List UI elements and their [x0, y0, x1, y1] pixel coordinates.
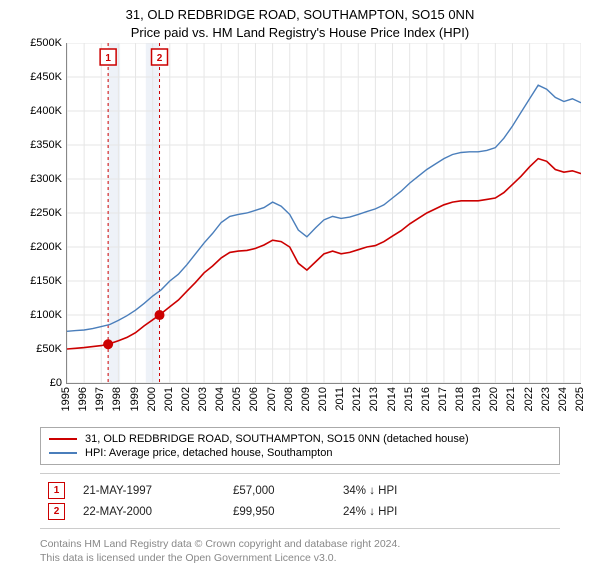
marker-price: £99,950: [233, 506, 343, 518]
marker-date: 21-MAY-1997: [83, 485, 233, 497]
x-tick-label: 2025: [574, 387, 586, 411]
x-tick-label: 2014: [386, 387, 398, 411]
x-tick-label: 2010: [317, 387, 329, 411]
y-tick-label: £500K: [30, 37, 62, 49]
x-tick-label: 1997: [94, 387, 106, 411]
title-block: 31, OLD REDBRIDGE ROAD, SOUTHAMPTON, SO1…: [0, 0, 600, 43]
y-tick-label: £300K: [30, 173, 62, 185]
legend-row: 31, OLD REDBRIDGE ROAD, SOUTHAMPTON, SO1…: [49, 432, 551, 446]
marker-row: 2 22-MAY-2000£99,95024% ↓ HPI: [48, 501, 552, 522]
legend-label: HPI: Average price, detached house, Sout…: [85, 447, 332, 459]
x-tick-label: 2012: [351, 387, 363, 411]
x-tick-label: 2013: [368, 387, 380, 411]
y-axis: £0£50K£100K£150K£200K£250K£300K£350K£400…: [20, 43, 66, 383]
marker-row: 1 21-MAY-1997£57,00034% ↓ HPI: [48, 480, 552, 501]
x-tick-label: 2024: [557, 387, 569, 411]
marker-badge: 1: [48, 482, 65, 499]
y-tick-label: £150K: [30, 275, 62, 287]
marker-badge: 2: [48, 503, 65, 520]
legend-swatch: [49, 438, 77, 440]
svg-text:1: 1: [105, 53, 111, 64]
x-tick-label: 2020: [488, 387, 500, 411]
footer-line-1: Contains HM Land Registry data © Crown c…: [40, 537, 560, 551]
x-axis: 1995199619971998199920002001200220032004…: [66, 385, 580, 423]
legend-row: HPI: Average price, detached house, Sout…: [49, 446, 551, 460]
x-tick-label: 1996: [77, 387, 89, 411]
footer-line-2: This data is licensed under the Open Gov…: [40, 551, 560, 565]
x-tick-label: 1998: [111, 387, 123, 411]
title-line-1: 31, OLD REDBRIDGE ROAD, SOUTHAMPTON, SO1…: [0, 6, 600, 24]
svg-text:2: 2: [157, 53, 163, 64]
chart-container: 31, OLD REDBRIDGE ROAD, SOUTHAMPTON, SO1…: [0, 0, 600, 573]
x-tick-label: 2021: [505, 387, 517, 411]
x-tick-label: 2015: [403, 387, 415, 411]
marker-price: £57,000: [233, 485, 343, 497]
x-tick-label: 2019: [471, 387, 483, 411]
chart-area: £0£50K£100K£150K£200K£250K£300K£350K£400…: [20, 43, 580, 423]
marker-table: 1 21-MAY-1997£57,00034% ↓ HPI 2 22-MAY-2000…: [40, 473, 560, 529]
plot-area: 12: [66, 43, 581, 384]
x-tick-label: 2008: [283, 387, 295, 411]
plot-svg: 12: [67, 43, 581, 383]
x-tick-label: 1995: [60, 387, 72, 411]
x-tick-label: 2002: [180, 387, 192, 411]
y-tick-label: £200K: [30, 241, 62, 253]
x-tick-label: 2000: [146, 387, 158, 411]
marker-date: 22-MAY-2000: [83, 506, 233, 518]
x-tick-label: 2004: [214, 387, 226, 411]
x-tick-label: 2006: [248, 387, 260, 411]
y-tick-label: £400K: [30, 105, 62, 117]
title-line-2: Price paid vs. HM Land Registry's House …: [0, 24, 600, 42]
x-tick-label: 2009: [300, 387, 312, 411]
y-tick-label: £50K: [36, 343, 62, 355]
x-tick-label: 2016: [420, 387, 432, 411]
x-tick-label: 2007: [266, 387, 278, 411]
footer: Contains HM Land Registry data © Crown c…: [40, 537, 560, 573]
y-tick-label: £250K: [30, 207, 62, 219]
legend: 31, OLD REDBRIDGE ROAD, SOUTHAMPTON, SO1…: [40, 427, 560, 465]
marker-pct: 24% ↓ HPI: [343, 506, 552, 518]
x-tick-label: 2001: [163, 387, 175, 411]
x-tick-label: 2003: [197, 387, 209, 411]
legend-label: 31, OLD REDBRIDGE ROAD, SOUTHAMPTON, SO1…: [85, 433, 469, 445]
x-tick-label: 2023: [540, 387, 552, 411]
x-tick-label: 2011: [334, 387, 346, 411]
legend-swatch: [49, 452, 77, 454]
y-tick-label: £450K: [30, 71, 62, 83]
x-tick-label: 2018: [454, 387, 466, 411]
x-tick-label: 1999: [129, 387, 141, 411]
y-tick-label: £350K: [30, 139, 62, 151]
x-tick-label: 2017: [437, 387, 449, 411]
x-tick-label: 2005: [231, 387, 243, 411]
marker-pct: 34% ↓ HPI: [343, 485, 552, 497]
y-tick-label: £100K: [30, 309, 62, 321]
x-tick-label: 2022: [523, 387, 535, 411]
